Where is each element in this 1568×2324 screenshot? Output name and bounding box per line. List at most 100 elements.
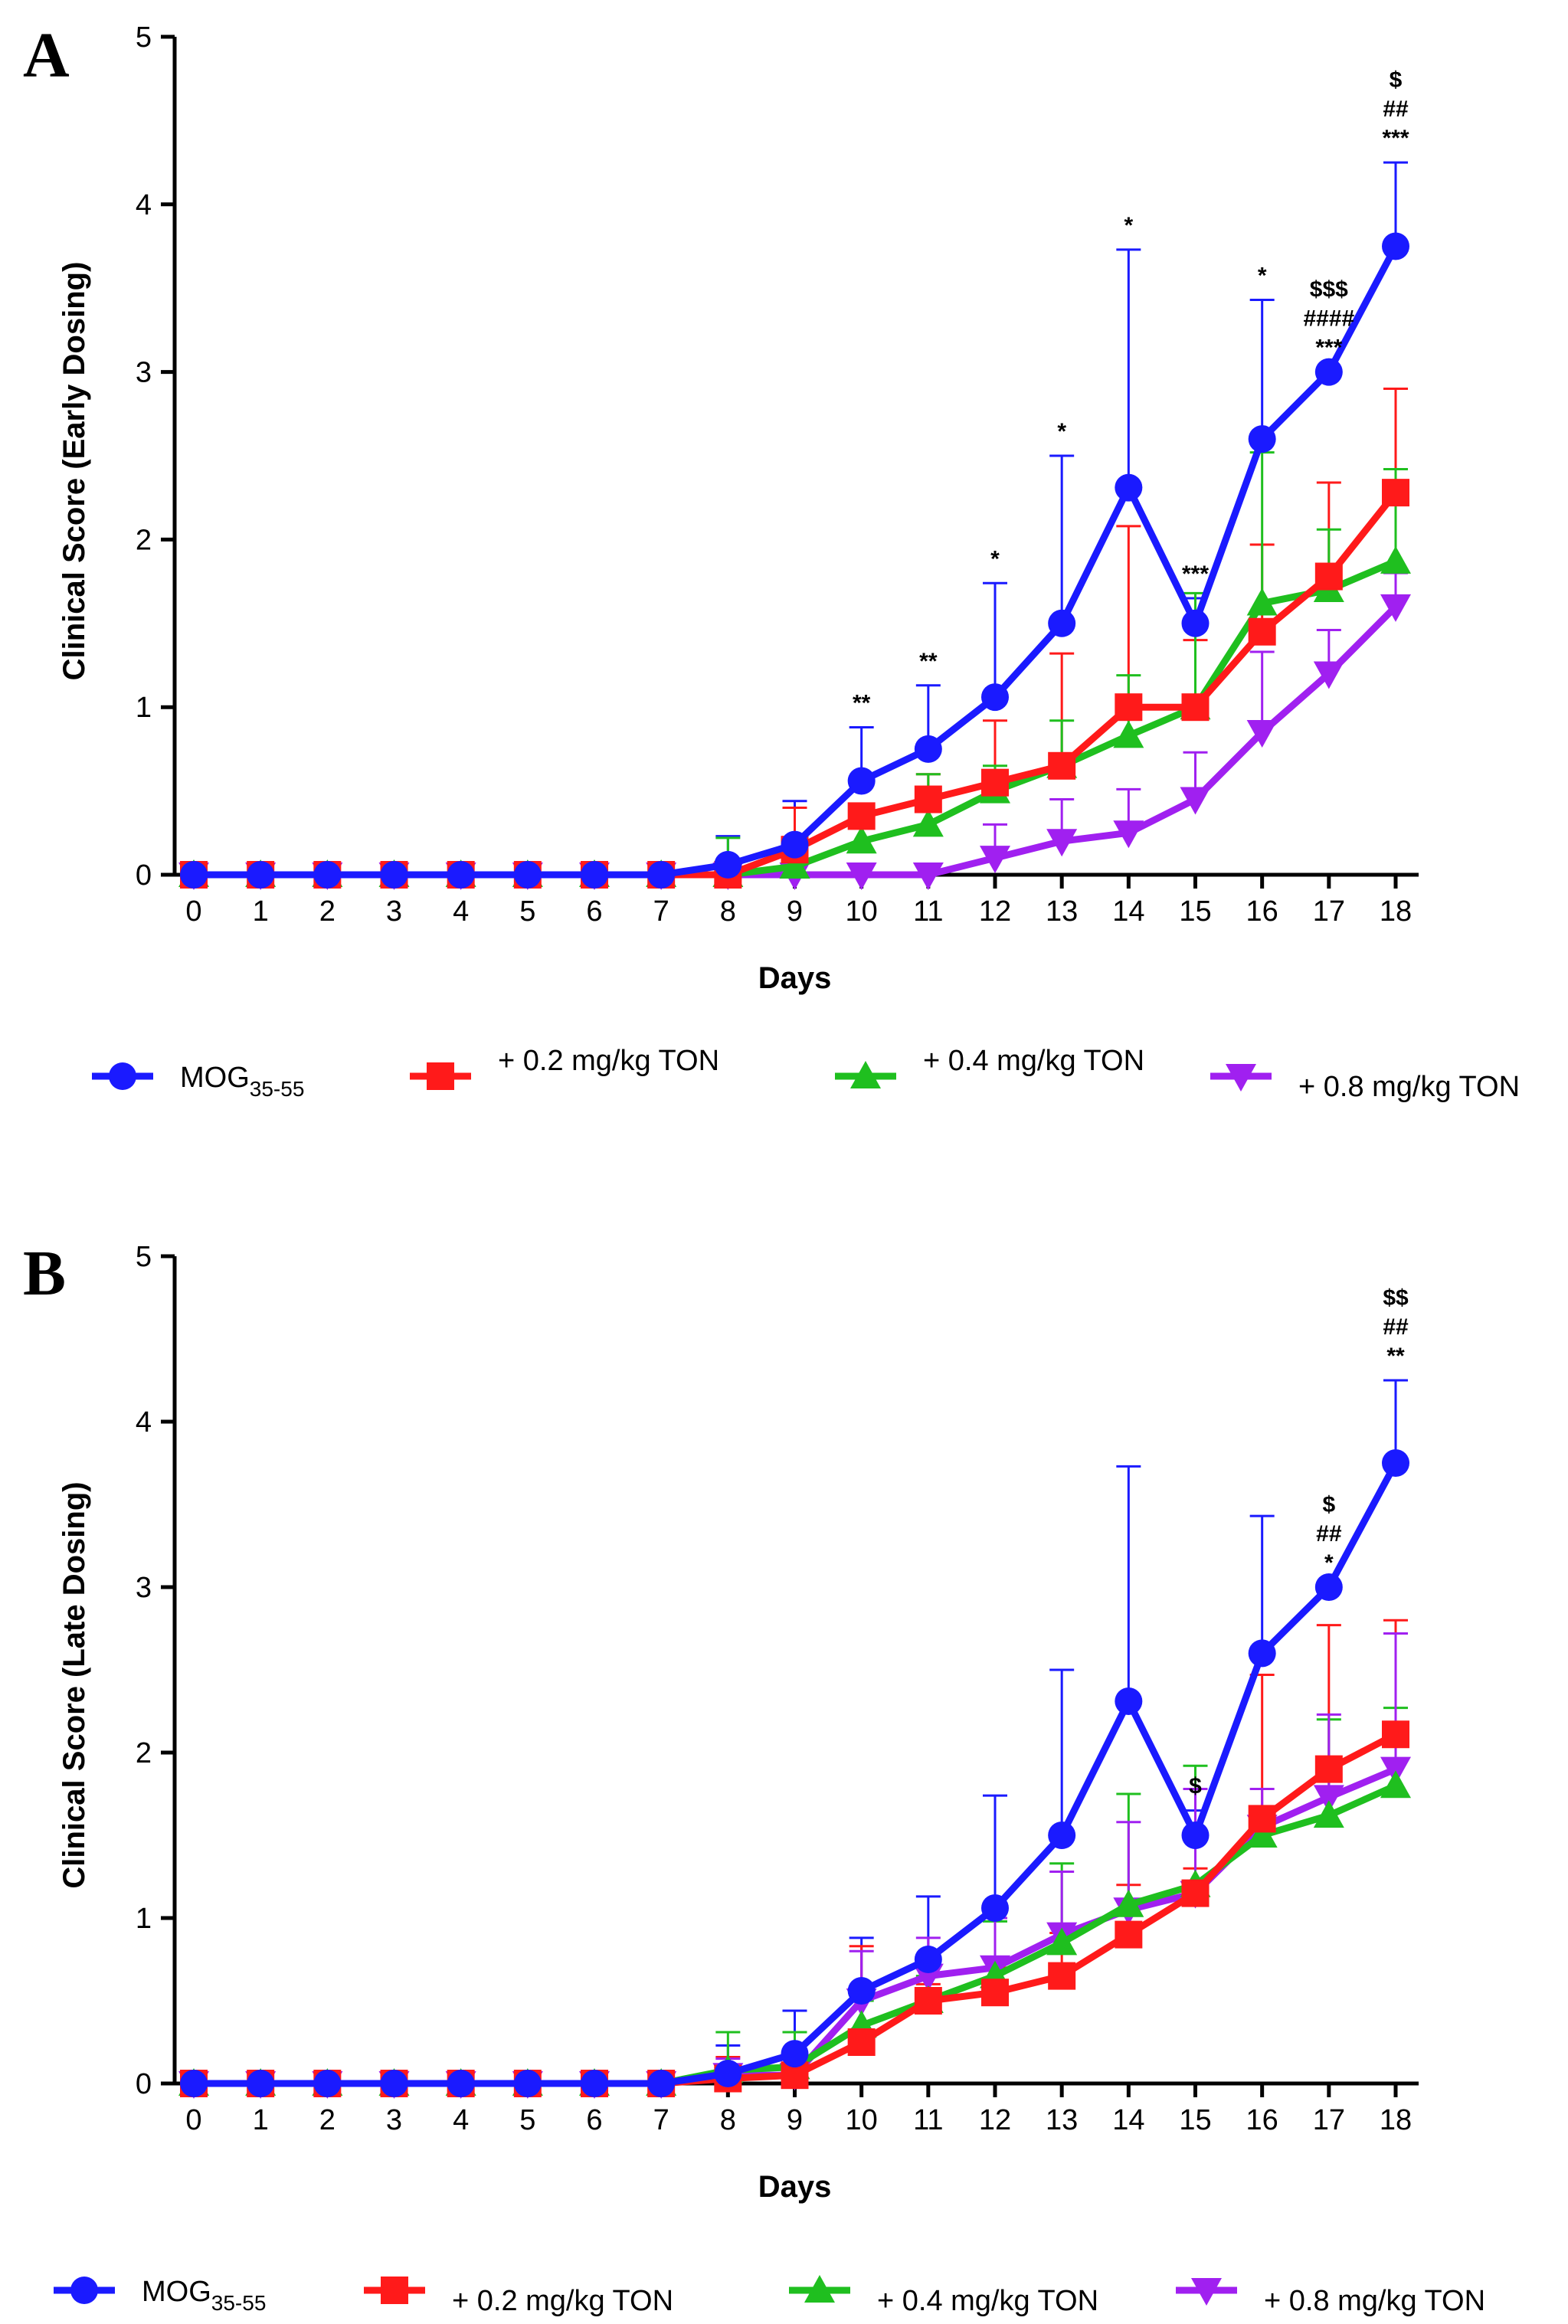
data-point	[1314, 358, 1343, 386]
significance-label: ***	[1315, 336, 1342, 361]
error-bars-series-0	[715, 161, 1408, 865]
x-tick-label: 10	[846, 895, 878, 928]
data-point	[1382, 1449, 1409, 1477]
x-tick-label: 17	[1313, 895, 1345, 928]
legend-label-subscript: 35-55	[211, 2291, 267, 2315]
y-tick-label: 1	[136, 1903, 152, 1935]
data-point	[1046, 1927, 1078, 1956]
significance-label: ##	[1383, 97, 1409, 122]
x-tick-label: 0	[185, 895, 201, 928]
significance-label: $	[1390, 67, 1403, 93]
data-point	[981, 768, 1009, 797]
data-point	[781, 2040, 809, 2068]
x-tick-label: 6	[586, 895, 602, 928]
data-point	[1115, 473, 1143, 502]
legend: MOG35-55 + 0.2 mg/kg TON + 0.4 mg/kg TON + …	[54, 2275, 1485, 2317]
y-axis-title: Clinical Score (Late Dosing)	[57, 1481, 91, 1888]
x-tick-label: 14	[1112, 895, 1144, 928]
significance-label: $$$	[1310, 277, 1348, 303]
x-tick-label: 5	[519, 2104, 535, 2136]
data-point	[1313, 1785, 1344, 1813]
x-tick-label: 13	[1046, 895, 1078, 928]
data-point	[1048, 1962, 1076, 1990]
legend-label-subscript: 35-55	[250, 1077, 305, 1101]
significance-label: ##	[1383, 1314, 1409, 1340]
data-point	[447, 861, 475, 889]
legend-marker	[1226, 1064, 1256, 1092]
y-tick-label: 5	[136, 21, 152, 54]
data-point	[781, 830, 809, 859]
x-tick-label: 2	[319, 2104, 336, 2136]
data-point	[1314, 1573, 1343, 1601]
significance-label: ####	[1303, 306, 1354, 332]
x-tick-label: 15	[1179, 2104, 1211, 2136]
legend-label: + 0.4 mg/kg TON	[923, 1045, 1144, 1077]
data-point	[1314, 1755, 1343, 1783]
data-point	[1113, 820, 1144, 849]
data-point	[180, 2070, 208, 2097]
y-tick-label: 3	[136, 1572, 152, 1604]
significance-label: *	[1124, 213, 1133, 238]
x-tick-label: 12	[979, 895, 1011, 928]
legend-label-text: MOG	[180, 1062, 250, 1094]
data-point	[1048, 751, 1076, 780]
data-point	[647, 2070, 676, 2097]
legend-label: + 0.4 mg/kg TON	[877, 2285, 1098, 2317]
legend-label-text: + 0.4 mg/kg TON	[923, 1045, 1144, 1077]
x-tick-label: 10	[846, 2104, 878, 2136]
data-point	[981, 1894, 1009, 1923]
significance-label: **	[853, 690, 871, 715]
data-point	[714, 850, 742, 879]
data-point	[846, 826, 877, 854]
legend-label-text: + 0.8 mg/kg TON	[1264, 2285, 1485, 2317]
x-tick-label: 2	[319, 895, 336, 928]
significance-label: *	[1057, 419, 1066, 444]
data-point	[914, 785, 942, 813]
data-point	[1115, 1920, 1143, 1949]
data-point	[380, 2070, 408, 2097]
data-point	[1246, 1820, 1278, 1848]
y-tick-label: 0	[136, 859, 152, 892]
y-tick-label: 5	[136, 1241, 152, 1273]
legend-marker	[804, 2275, 835, 2303]
data-point	[1115, 1687, 1143, 1716]
legend-marker	[427, 1062, 454, 1090]
data-point	[313, 861, 342, 889]
data-point	[1180, 787, 1211, 815]
significance-label: **	[919, 649, 938, 674]
data-point	[1313, 661, 1344, 689]
data-point	[1181, 609, 1210, 637]
y-tick-label: 2	[136, 524, 152, 556]
data-point	[1380, 1770, 1411, 1799]
x-tick-label: 11	[913, 895, 943, 928]
data-point	[1382, 232, 1409, 260]
legend-label: + 0.2 mg/kg TON	[498, 1045, 719, 1077]
legend-marker	[850, 1061, 881, 1088]
data-point	[779, 851, 810, 879]
legend-label-text: MOG	[142, 2276, 211, 2308]
y-tick-label: 0	[136, 2068, 152, 2100]
data-point	[180, 861, 208, 889]
significance-label: ##	[1316, 1521, 1342, 1547]
data-point	[513, 861, 542, 889]
panel-letter: A	[23, 20, 70, 91]
x-tick-label: 13	[1046, 2104, 1078, 2136]
significance-label: *	[1324, 1550, 1334, 1576]
significance-label: *	[1258, 263, 1267, 289]
data-point	[847, 802, 876, 830]
x-axis-title: Days	[758, 2170, 832, 2204]
y-tick-label: 4	[136, 189, 152, 221]
y-tick-label: 1	[136, 692, 152, 724]
legend-label: + 0.8 mg/kg TON	[1298, 1071, 1520, 1103]
data-point	[981, 1979, 1009, 2007]
data-point	[247, 861, 275, 889]
data-point	[847, 2028, 876, 2056]
data-point	[1113, 720, 1144, 748]
panel-letter: B	[23, 1238, 66, 1309]
x-tick-label: 14	[1112, 2104, 1144, 2136]
legend-label: MOG35-55	[142, 2276, 266, 2315]
x-tick-label: 18	[1380, 895, 1412, 928]
